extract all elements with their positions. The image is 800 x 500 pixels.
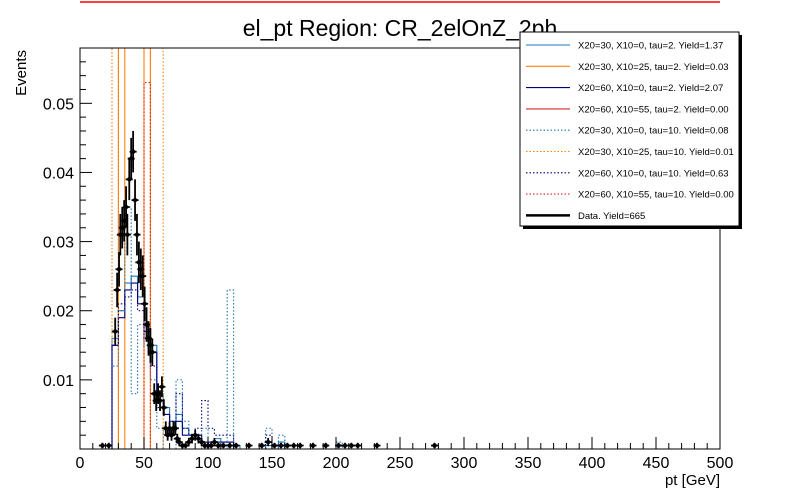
data-point (278, 443, 284, 448)
series-step-1 (117, 47, 151, 449)
data-point (285, 443, 290, 448)
x-axis-title: pt [GeV] (665, 472, 720, 489)
x-tick-label: 350 (515, 455, 542, 472)
data-point (134, 232, 140, 237)
data-point (113, 329, 118, 334)
data-point (323, 443, 328, 448)
data-point (173, 426, 178, 431)
data-point (132, 197, 138, 203)
data-point (221, 443, 226, 448)
data-point (297, 443, 303, 448)
y-axis-title: Events (13, 50, 30, 96)
data-point (161, 405, 167, 410)
data-point (167, 426, 172, 431)
series-step-6 (111, 289, 273, 449)
data-point (227, 443, 232, 448)
legend-label-data: Data. Yield=665 (578, 211, 645, 222)
data-point (125, 232, 130, 237)
x-tick-label: 150 (259, 455, 286, 472)
legend-label-1: X20=30, X10=25, tau=2. Yield=0.03 (578, 62, 729, 73)
data-point (349, 443, 354, 448)
data-point (342, 443, 348, 448)
y-axis: 0.01 0.02 0.03 0.04 0.05 (43, 61, 92, 436)
data-point (432, 443, 437, 448)
data-point (140, 273, 145, 279)
data-layer (98, 130, 439, 449)
data-point (246, 443, 252, 448)
y-tick-label: 0.02 (43, 304, 74, 321)
x-tick-label: 400 (579, 455, 606, 472)
data-point (183, 443, 188, 448)
series-step-4 (111, 206, 343, 449)
data-point (159, 384, 165, 389)
x-tick-label: 450 (643, 455, 670, 472)
data-point (163, 426, 168, 431)
data-point (150, 350, 155, 355)
series-layer (111, 47, 343, 449)
data-point (142, 301, 147, 307)
data-point (196, 436, 201, 441)
data-point (259, 443, 264, 448)
data-point (216, 443, 221, 448)
x-tick-label: 50 (135, 455, 153, 472)
series-step-7 (143, 82, 151, 449)
data-point (209, 443, 214, 448)
y-tick-label: 0.01 (43, 373, 74, 390)
legend-label-3: X20=60, X10=55, tau=2. Yield=0.00 (578, 104, 729, 115)
legend: X20=30, X10=0, tau=2. Yield=1.37 X20=30, … (519, 31, 742, 229)
data-point (374, 443, 380, 448)
data-point (272, 443, 277, 448)
data-point (106, 443, 112, 448)
legend-box (519, 31, 740, 227)
data-point (265, 439, 271, 445)
data-point (355, 443, 360, 448)
legend-label-7: X20=60, X10=55, tau=10. Yield=0.00 (578, 190, 734, 201)
data-point (114, 287, 120, 293)
data-point (291, 443, 296, 448)
data-point (336, 443, 341, 448)
data-point (212, 439, 217, 445)
y-tick-label: 0.03 (43, 235, 74, 252)
legend-label-5: X20=30, X10=25, tau=10. Yield=0.01 (578, 147, 734, 158)
legend-label-0: X20=30, X10=0, tau=2. Yield=1.37 (578, 41, 723, 52)
data-point (310, 443, 316, 448)
x-axis: 0 50 100 150 200 250 300 350 400 450 500 (76, 437, 734, 472)
data-point (233, 443, 239, 448)
data-point (189, 436, 195, 441)
x-tick-label: 200 (323, 455, 350, 472)
x-tick-label: 100 (195, 455, 222, 472)
x-tick-label: 250 (387, 455, 414, 472)
data-point (157, 398, 163, 403)
data-point (123, 204, 129, 210)
data-point (100, 443, 105, 448)
x-tick-label: 0 (76, 455, 85, 472)
legend-label-4: X20=30, X10=0, tau=10. Yield=0.08 (578, 126, 729, 137)
data-point (186, 439, 191, 445)
legend-label-6: X20=60, X10=0, tau=10. Yield=0.63 (578, 168, 729, 179)
legend-label-2: X20=60, X10=0, tau=2. Yield=2.07 (578, 83, 723, 94)
data-point (130, 149, 136, 154)
data-point (116, 267, 122, 272)
data-point (193, 432, 198, 438)
y-tick-label: 0.05 (43, 96, 74, 113)
x-tick-label: 300 (451, 455, 478, 472)
y-tick-label: 0.04 (43, 165, 74, 182)
data-point (199, 439, 204, 445)
chart-title: el_pt Region: CR_2elOnZ_2ph (243, 15, 558, 41)
x-tick-label: 500 (707, 455, 734, 472)
data-point (177, 439, 182, 445)
